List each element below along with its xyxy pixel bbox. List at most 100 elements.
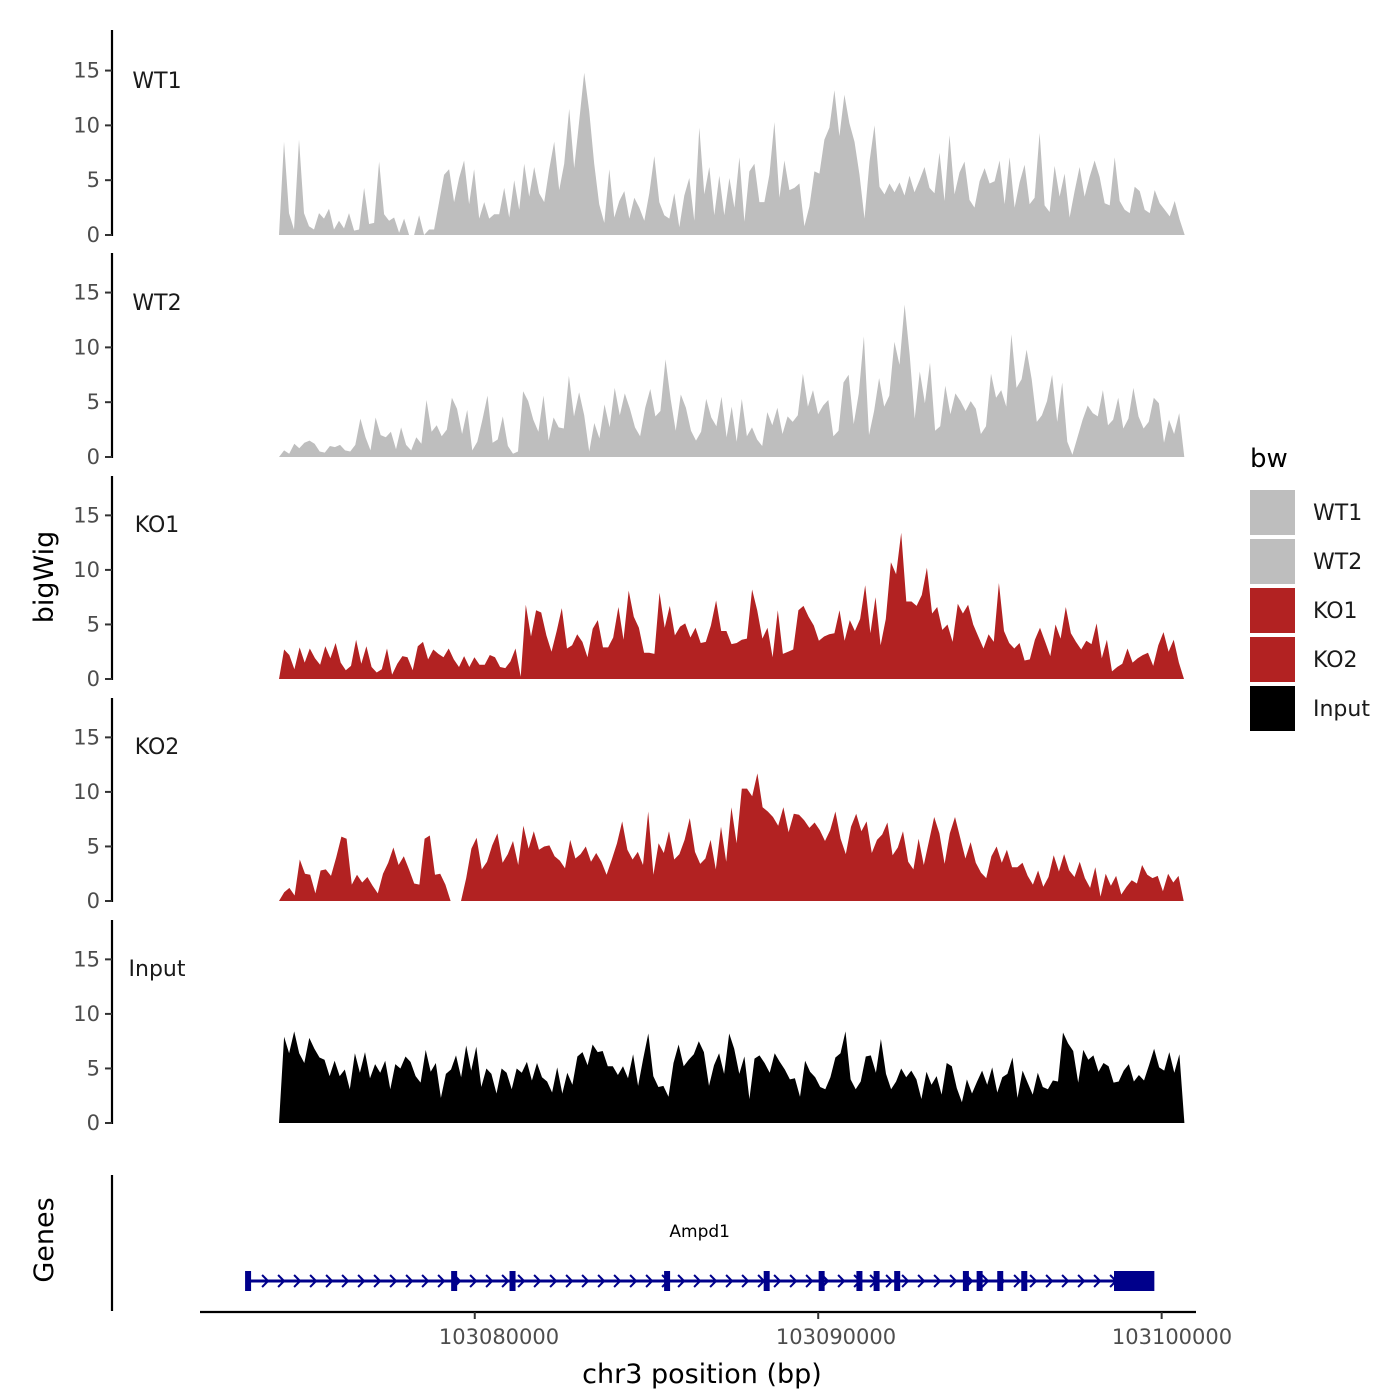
y-tick-label-ko1-0: 0: [87, 667, 100, 691]
strand-arrow-28: [709, 1274, 718, 1288]
strand-arrow-49: [1045, 1274, 1054, 1288]
exon-6: [818, 1271, 825, 1291]
y-tick-label-wt2-15: 15: [73, 281, 100, 305]
strand-arrow-4: [325, 1274, 334, 1288]
strand-arrow-43: [949, 1274, 958, 1288]
strand-arrow-24: [645, 1274, 654, 1288]
legend-title: bw: [1250, 444, 1288, 474]
y-tick-label-input-10: 10: [73, 1002, 100, 1026]
track-label-wt2: WT2: [132, 291, 181, 316]
strand-arrow-34: [805, 1274, 814, 1288]
strand-arrow-41: [917, 1274, 926, 1288]
strand-arrow-14: [485, 1274, 494, 1288]
legend-label-wt2: WT2: [1313, 550, 1362, 575]
track-label-ko2: KO2: [135, 735, 180, 760]
legend-key-input: [1250, 686, 1295, 731]
legend-key-wt1: [1250, 490, 1295, 535]
gene-strand-arrows: [261, 1274, 1118, 1288]
y-tick-label-input-5: 5: [87, 1056, 100, 1080]
exon-8: [873, 1271, 880, 1291]
x-tick-label-2: 103090000: [776, 1325, 896, 1349]
exon-13: [1021, 1271, 1028, 1291]
x-tick-label-3: 103100000: [1112, 1325, 1232, 1349]
strand-arrow-11: [437, 1274, 446, 1288]
signal-area-ko2: [279, 773, 1210, 901]
exon-12: [997, 1271, 1004, 1291]
x-ticks: [473, 1312, 1163, 1319]
y-tick-label-ko1-5: 5: [87, 612, 100, 636]
track-wt1: 0 5 10 15 WT1: [73, 59, 1210, 247]
strand-arrow-36: [837, 1274, 846, 1288]
exon-2: [451, 1271, 458, 1291]
strand-arrow-6: [357, 1274, 366, 1288]
strand-arrow-2: [293, 1274, 302, 1288]
y-tick-label-wt2-10: 10: [73, 335, 100, 359]
x-tick-label-1: 103080000: [439, 1325, 559, 1349]
y-tick-label-wt1-10: 10: [73, 113, 100, 137]
legend-label-wt1: WT1: [1313, 501, 1362, 526]
track-ko2: 0 5 10 15 KO2: [73, 725, 1210, 913]
legend-key-ko2: [1250, 637, 1295, 682]
signal-area-input: [279, 1031, 1210, 1123]
x-axis-title: chr3 position (bp): [582, 1359, 822, 1390]
strand-arrow-29: [725, 1274, 734, 1288]
y-tick-label-wt1-5: 5: [87, 168, 100, 192]
exon-5: [763, 1271, 770, 1291]
y-tick-label-wt2-5: 5: [87, 390, 100, 414]
exon-7: [856, 1271, 863, 1291]
strand-arrow-21: [597, 1274, 606, 1288]
y-tick-label-wt1-15: 15: [73, 59, 100, 83]
strand-arrow-3: [309, 1274, 318, 1288]
strand-arrow-40: [901, 1274, 910, 1288]
strand-arrow-27: [693, 1274, 702, 1288]
strand-arrow-30: [741, 1274, 750, 1288]
strand-arrow-26: [677, 1274, 686, 1288]
signal-area-wt1: [279, 72, 1210, 235]
y-tick-label-ko1-15: 15: [73, 503, 100, 527]
track-ko1: 0 5 10 15 KO1: [73, 503, 1210, 691]
strand-arrow-0: [261, 1274, 270, 1288]
legend: bw WT1 WT2 KO1 KO2 Input: [1250, 444, 1370, 731]
strand-arrow-50: [1061, 1274, 1070, 1288]
y-tick-label-ko1-10: 10: [73, 558, 100, 582]
legend-label-input: Input: [1313, 697, 1370, 722]
strand-arrow-9: [405, 1274, 414, 1288]
strand-arrow-51: [1077, 1274, 1086, 1288]
exon-3: [509, 1271, 516, 1291]
exon-10: [962, 1271, 969, 1291]
strand-arrow-52: [1093, 1274, 1102, 1288]
strand-arrow-23: [629, 1274, 638, 1288]
strand-arrow-47: [1013, 1274, 1022, 1288]
strand-arrow-22: [613, 1274, 622, 1288]
strand-arrow-18: [549, 1274, 558, 1288]
gene-track: Ampd1: [245, 1222, 1155, 1291]
exon-1: [245, 1271, 252, 1291]
gene-exons: [245, 1271, 1155, 1291]
strand-arrow-10: [421, 1274, 430, 1288]
track-input: 0 5 10 15 Input: [73, 947, 1210, 1135]
y-axis-title: bigWig: [29, 531, 60, 624]
genes-axis-title: Genes: [29, 1197, 60, 1282]
signal-tracks: 0 5 10 15 WT1 0 5 10 15 WT2 0 5 10 15 KO1 0 5 10 15 KO2 0 5 10…: [73, 59, 1210, 1135]
y-tick-label-ko2-15: 15: [73, 725, 100, 749]
y-tick-label-wt1-0: 0: [87, 223, 100, 247]
legend-key-ko1: [1250, 588, 1295, 633]
y-tick-label-wt2-0: 0: [87, 445, 100, 469]
y-tick-label-input-0: 0: [87, 1111, 100, 1135]
strand-arrow-20: [581, 1274, 590, 1288]
y-tick-label-ko2-0: 0: [87, 889, 100, 913]
legend-key-wt2: [1250, 539, 1295, 584]
strand-arrow-48: [1029, 1274, 1038, 1288]
legend-label-ko1: KO1: [1313, 599, 1358, 624]
strand-arrow-8: [389, 1274, 398, 1288]
strand-arrow-1: [277, 1274, 286, 1288]
track-label-wt1: WT1: [132, 69, 181, 94]
strand-arrow-39: [885, 1274, 894, 1288]
x-axis: 103080000 103090000 103100000 chr3 posit…: [200, 1310, 1232, 1390]
strand-arrow-17: [533, 1274, 542, 1288]
track-wt2: 0 5 10 15 WT2: [73, 281, 1210, 469]
y-tick-label-ko2-5: 5: [87, 834, 100, 858]
strand-arrow-13: [469, 1274, 478, 1288]
signal-area-wt2: [279, 304, 1210, 457]
